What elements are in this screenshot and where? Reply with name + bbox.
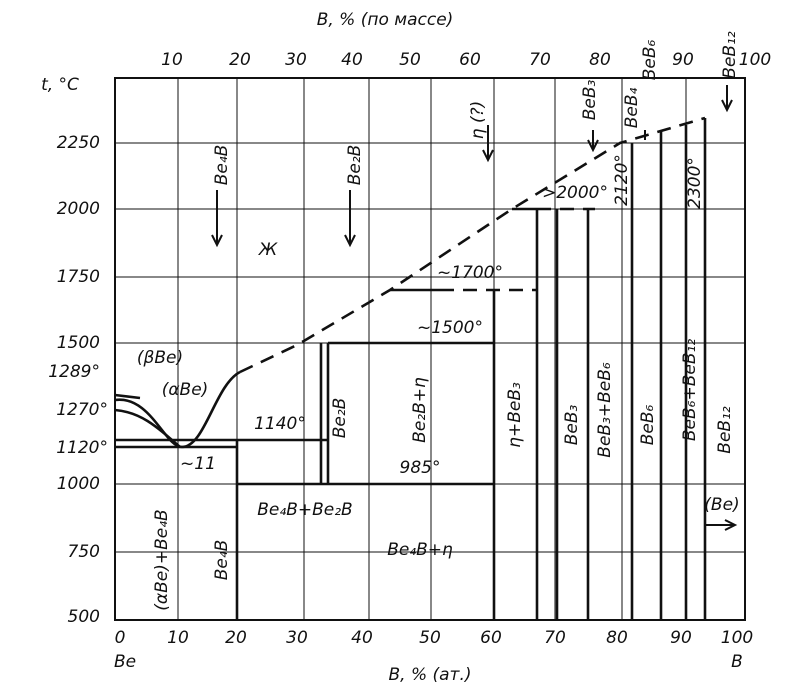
- compound: BeB₄: [622, 88, 642, 129]
- arrows: [211, 85, 738, 531]
- tick: 10: [161, 50, 183, 70]
- tick: 80: [606, 628, 628, 648]
- region: (βBe): [137, 348, 183, 368]
- tick: 60: [459, 50, 481, 70]
- tick: 30: [285, 50, 307, 70]
- top-axis-title: B, % (по массе): [317, 10, 454, 30]
- tick: 40: [341, 50, 363, 70]
- bottom-axis-title: B, % (ат.): [388, 665, 471, 685]
- compound: Be₂B: [345, 145, 365, 186]
- tick: 1120°: [56, 438, 108, 458]
- region: (αBe): [162, 380, 209, 400]
- tick: 80: [589, 50, 611, 70]
- temperature: ~1700°: [437, 263, 503, 283]
- region: η+BeB₃: [505, 382, 525, 448]
- tick: 60: [480, 628, 502, 648]
- tick: 100: [739, 50, 771, 70]
- tick: 2000: [57, 199, 100, 219]
- region: (αBe)+Be₄B: [152, 509, 172, 610]
- tick: 70: [544, 628, 566, 648]
- temperature: 2120°: [612, 154, 632, 206]
- region: (Be): [704, 495, 739, 515]
- region: BeB₆: [638, 405, 658, 446]
- tick: 1270°: [56, 400, 108, 420]
- region: Be₂B+η: [410, 377, 430, 443]
- tick: 0: [115, 628, 126, 648]
- end-label: B: [731, 652, 743, 672]
- tick: 40: [351, 628, 373, 648]
- frame: [114, 77, 746, 621]
- compound: BeB₁₂: [720, 31, 740, 79]
- region: BeB₆+BeB₁₂: [680, 339, 700, 441]
- labels: B, % (по массе) 10 20 30 40 50 60 70 80 …: [41, 10, 771, 685]
- tick: 10: [167, 628, 189, 648]
- temperature: ~1500°: [417, 318, 483, 338]
- phase-lines: [114, 116, 707, 620]
- region: Be₂B: [330, 398, 350, 439]
- compound: BeB₃: [580, 80, 600, 121]
- region: Be₄B+η: [387, 540, 453, 560]
- tick: 2250: [57, 133, 100, 153]
- tick: 20: [229, 50, 251, 70]
- tick: 100: [721, 628, 753, 648]
- tick: 50: [419, 628, 441, 648]
- end-label: Be: [114, 652, 136, 672]
- region: BeB₁₂: [715, 406, 735, 454]
- compound: η (?): [468, 101, 488, 139]
- region: Ж: [258, 240, 278, 260]
- tick: 30: [286, 628, 308, 648]
- temperature: 2300°: [685, 157, 705, 209]
- region: BeB₃: [562, 405, 582, 446]
- tick: 750: [68, 542, 100, 562]
- tick: 70: [529, 50, 551, 70]
- tick: 20: [225, 628, 247, 648]
- left-axis-title: t, °C: [41, 75, 79, 95]
- region: Be₄B+Be₂B: [257, 500, 352, 520]
- tick: 1289°: [48, 362, 100, 382]
- region: Be₄B: [212, 540, 232, 581]
- compound: BeB₆: [640, 40, 660, 81]
- tick: 90: [672, 50, 694, 70]
- tick: 500: [68, 607, 100, 627]
- temperature: 985°: [400, 458, 441, 478]
- tick: 1500: [57, 333, 100, 353]
- temperature: 1140°: [254, 414, 306, 434]
- compound: Be₄B: [212, 145, 232, 186]
- region: BeB₃+BeB₆: [595, 362, 615, 458]
- tick: 90: [670, 628, 692, 648]
- tick: 1750: [57, 267, 100, 287]
- tick: 1000: [57, 474, 100, 494]
- temperature: ~11: [180, 454, 216, 474]
- tick: 50: [399, 50, 421, 70]
- temperature: >2000°: [542, 183, 608, 203]
